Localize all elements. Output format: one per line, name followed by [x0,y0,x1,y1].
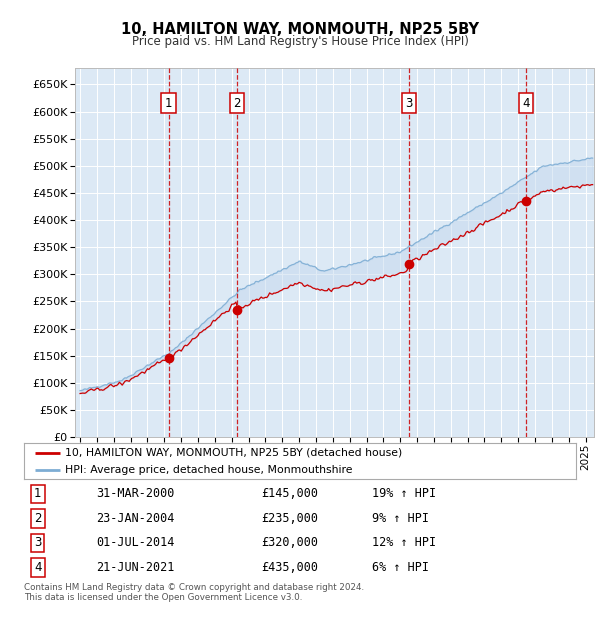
Text: 21-JUN-2021: 21-JUN-2021 [96,561,174,574]
Text: £235,000: £235,000 [262,512,319,525]
Text: 23-JAN-2004: 23-JAN-2004 [96,512,174,525]
Text: 4: 4 [34,561,41,574]
Text: 1: 1 [34,487,41,500]
Text: 01-JUL-2014: 01-JUL-2014 [96,536,174,549]
Text: 19% ↑ HPI: 19% ↑ HPI [372,487,436,500]
Text: Price paid vs. HM Land Registry's House Price Index (HPI): Price paid vs. HM Land Registry's House … [131,35,469,48]
Text: Contains HM Land Registry data © Crown copyright and database right 2024.
This d: Contains HM Land Registry data © Crown c… [24,583,364,602]
Text: 12% ↑ HPI: 12% ↑ HPI [372,536,436,549]
Text: 2: 2 [34,512,41,525]
Text: 3: 3 [34,536,41,549]
Text: 10, HAMILTON WAY, MONMOUTH, NP25 5BY (detached house): 10, HAMILTON WAY, MONMOUTH, NP25 5BY (de… [65,448,403,458]
Text: 2: 2 [233,97,241,110]
Text: HPI: Average price, detached house, Monmouthshire: HPI: Average price, detached house, Monm… [65,464,353,475]
Text: 1: 1 [165,97,172,110]
Text: £145,000: £145,000 [262,487,319,500]
Text: £320,000: £320,000 [262,536,319,549]
Text: 4: 4 [523,97,530,110]
Text: 6% ↑ HPI: 6% ↑ HPI [372,561,429,574]
Text: 3: 3 [405,97,412,110]
Text: 9% ↑ HPI: 9% ↑ HPI [372,512,429,525]
Text: £435,000: £435,000 [262,561,319,574]
Text: 10, HAMILTON WAY, MONMOUTH, NP25 5BY: 10, HAMILTON WAY, MONMOUTH, NP25 5BY [121,22,479,37]
Text: 31-MAR-2000: 31-MAR-2000 [96,487,174,500]
